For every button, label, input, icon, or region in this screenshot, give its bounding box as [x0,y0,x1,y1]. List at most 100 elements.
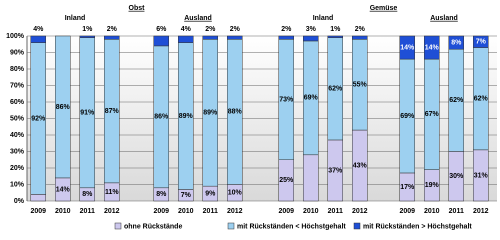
data-label: 67% [425,111,440,118]
data-label: 91% [80,110,95,117]
x-tick-label: 2012 [227,208,243,215]
data-label: 55% [353,82,368,89]
y-tick-label: 80% [10,66,25,73]
data-label: 89% [179,113,194,120]
data-label: 1% [330,26,341,33]
data-label: 88% [228,109,243,116]
y-tick-label: 20% [10,165,25,172]
data-label: 2% [230,26,241,33]
x-tick-label: 2010 [178,208,194,215]
legend-marker [353,222,361,230]
bar-segment [104,35,120,40]
bar-segment [303,35,319,42]
data-label: 19% [425,182,440,189]
y-tick-label: 10% [10,181,25,188]
data-label: 30% [449,173,464,180]
x-tick-label: 2010 [55,208,71,215]
data-label: 86% [56,104,71,111]
x-tick-label: 2009 [278,208,294,215]
data-label: 2% [281,26,292,33]
data-label: 7% [476,39,487,46]
data-label: 10% [228,190,243,197]
data-label: 31% [474,172,489,179]
data-label: 7% [181,192,192,199]
bar-segment [30,35,46,43]
y-tick-label: 60% [10,99,25,106]
data-label: 62% [328,86,343,93]
data-label: 14% [425,44,440,51]
bar-segment [202,35,218,40]
legend-label: mit Rückständen > Höchstgehalt [363,223,472,230]
data-label: 69% [400,113,415,120]
bar-segment [178,35,194,43]
bar-segment [30,194,46,202]
bar-segment [153,35,169,47]
x-tick-label: 2012 [473,208,489,215]
data-label: 3% [306,26,317,33]
bar-segment [473,35,489,48]
x-tick-label: 2011 [203,208,218,215]
y-tick-label: 100% [6,33,25,40]
data-label: 9% [205,190,216,197]
bar-segment [424,35,440,60]
x-tick-label: 2009 [399,208,415,215]
data-label: 25% [279,177,294,184]
x-tick-label: 2010 [303,208,319,215]
data-label: 2% [107,26,118,33]
data-label: 4% [33,26,44,33]
data-label: 69% [304,95,319,102]
section-title: Gemüse [370,5,398,12]
legend-label: mit Rückständen < Höchstgehalt [237,223,346,230]
section-title: Obst [129,5,146,12]
y-tick-label: 70% [10,82,25,89]
x-tick-label: 2011 [80,208,95,215]
y-tick-label: 40% [10,132,25,139]
bar-segment [448,35,464,50]
bar-segment [278,35,294,40]
y-tick-label: 0% [14,198,25,205]
bar-segment [327,35,343,38]
data-label: 4% [181,26,192,33]
data-label: 62% [474,96,489,103]
data-label: 73% [279,96,294,103]
group-title: Ausland [184,15,212,22]
y-tick-label: 50% [10,115,25,122]
legend-marker [227,222,235,230]
legend-label: ohne Rückstände [124,223,182,230]
data-label: 43% [353,162,368,169]
data-label: 1% [82,26,93,33]
bar-segment [79,35,95,38]
group-title: Ausland [430,15,458,22]
x-tick-label: 2009 [153,208,169,215]
x-tick-label: 2009 [30,208,46,215]
bar-segment [352,35,368,40]
data-label: 8% [156,191,167,198]
data-label: 11% [105,189,119,196]
data-label: 2% [355,26,366,33]
data-label: 92% [31,115,46,122]
x-tick-label: 2010 [424,208,440,215]
data-label: 14% [56,186,71,193]
x-tick-label: 2011 [328,208,343,215]
x-tick-label: 2011 [449,208,464,215]
group-title: Inland [65,15,86,22]
data-label: 86% [154,114,169,121]
data-label: 17% [400,184,415,191]
data-label: 6% [156,26,167,33]
y-tick-label: 90% [10,49,25,56]
data-label: 62% [449,97,464,104]
bar-segment [227,35,243,40]
data-label: 8% [82,191,93,198]
y-tick-label: 30% [10,148,25,155]
bar-segment [55,35,71,179]
data-label: 2% [205,26,216,33]
legend-marker [114,222,122,230]
data-label: 37% [328,167,343,174]
data-label: 14% [400,44,415,51]
bar-segment [303,154,319,202]
data-label: 87% [105,108,120,115]
group-title: Inland [313,15,334,22]
x-tick-label: 2012 [352,208,368,215]
bar-segment [399,35,415,60]
data-label: 8% [451,39,462,46]
